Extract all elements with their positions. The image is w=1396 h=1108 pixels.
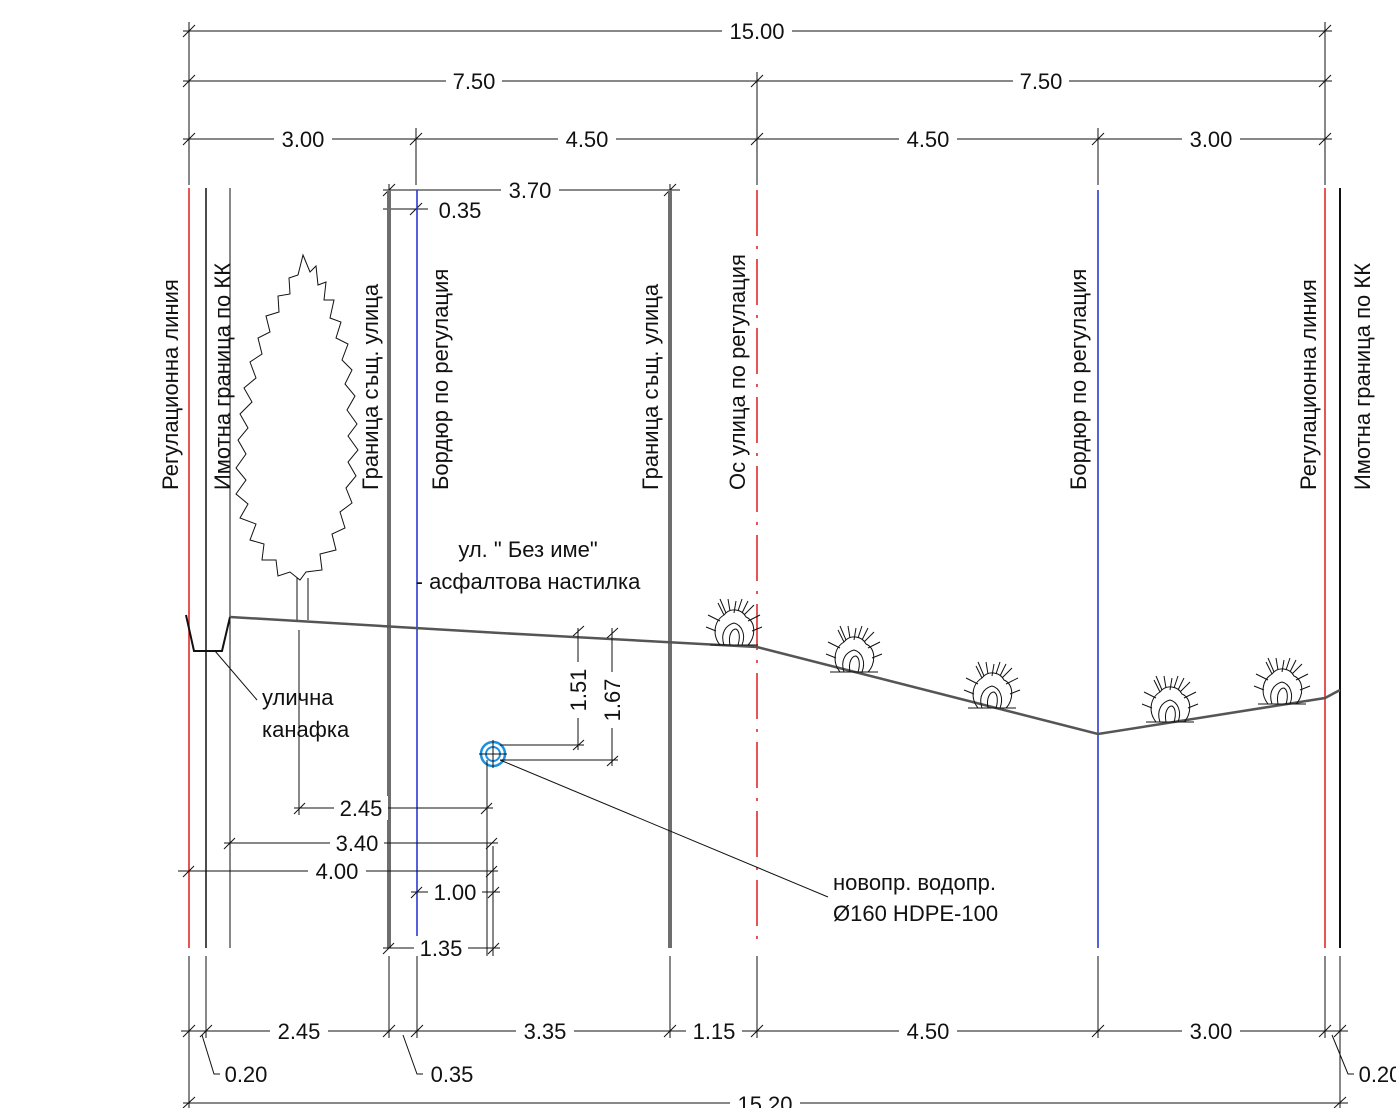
dim-bottom-e: 3.00 [1190,1019,1233,1044]
dim-bottom-d: 4.50 [907,1019,950,1044]
dim-half-right: 7.50 [1020,69,1063,94]
street-note: ул. " Без име" - асфалтова настилка [416,537,641,594]
ground-profile [185,614,1341,736]
shrub-icon [825,625,883,673]
label-street-axis: Ос улица по регулация [725,254,750,490]
shrub-icon [1141,675,1199,723]
dim-total-top: 15.00 [729,19,784,44]
dim-sidewalk-right: 3.00 [1190,127,1233,152]
dim-bottom-small-mid: 0.35 [431,1062,474,1087]
gutter-note: улична канафка [262,685,350,742]
label-regulation-line-right: Регулационна линия [1296,279,1321,490]
dim-pipe-from-property: 3.40 [336,831,379,856]
dim-sidewalk-left: 3.00 [282,127,325,152]
dim-total-bottom: 15.20 [737,1092,792,1108]
bottom-dimensions [181,956,1354,1108]
gutter-leader [214,650,258,701]
label-existing-boundary-right: Граница същ. улица [638,283,663,490]
dim-bottom-a: 2.45 [278,1019,321,1044]
dim-existing-street-width: 3.70 [509,178,552,203]
dim-pipe-from-regulation: 4.00 [316,859,359,884]
bottom-dimension-texts: 2.45 3.35 1.15 4.50 3.00 0.20 0.35 0.20 … [225,1018,1396,1108]
vertical-labels: Регулационна линия Имотна граница по КК … [158,254,1375,490]
dim-bottom-small-right: 0.20 [1359,1062,1396,1087]
pavement-note: - асфалтова настилка [416,569,641,594]
label-property-boundary-right: Имотна граница по КК [1350,263,1375,490]
reference-lines [188,188,1341,948]
dim-pipe-from-tree: 2.45 [340,796,383,821]
dim-pipe-depth-b: 1.67 [600,679,625,722]
pipe-horizontal-texts: 2.45 3.40 4.00 1.00 1.35 [308,796,482,961]
dim-road-left: 4.50 [566,127,609,152]
dim-bottom-b: 3.35 [524,1019,567,1044]
top-dimension-texts: 15.00 7.50 7.50 3.00 4.50 4.50 3.00 3.70… [274,18,1240,223]
shrubs [705,598,1311,723]
dim-existing-offset: 0.35 [439,198,482,223]
dim-half-left: 7.50 [453,69,496,94]
pipe-note-line2: Ø160 HDPE-100 [833,901,998,926]
pipe-horizontal-dimensions [178,630,500,956]
dim-pipe-depth-a: 1.51 [566,669,591,712]
terrain-line [229,615,1341,736]
label-curb-left: Бордюр по регулация [428,269,453,490]
gutter-note-line2: канафка [262,717,350,742]
gutter [185,614,231,652]
dim-pipe-from-existing: 1.35 [420,936,463,961]
dim-pipe-from-curb: 1.00 [434,880,477,905]
pipe-note-line1: новопр. водопр. [833,870,996,895]
top-dimensions [182,22,1332,216]
tree-icon [235,253,359,620]
pipe-section-icon [479,740,507,768]
shrub-icon [705,598,763,646]
label-property-boundary-left: Имотна граница по КК [210,263,235,490]
dim-bottom-c: 1.15 [693,1019,736,1044]
pipe-leader [499,759,829,898]
street-name: ул. " Без име" [458,537,597,562]
label-curb-right: Бордюр по регулация [1066,269,1091,490]
label-existing-boundary-left: Граница същ. улица [358,283,383,490]
dim-bottom-small-left: 0.20 [225,1062,268,1087]
pipe-note: новопр. водопр. Ø160 HDPE-100 [833,870,998,926]
gutter-note-line1: улична [262,685,334,710]
label-regulation-line-left: Регулационна линия [158,279,183,490]
pipe-depth-texts: 1.51 1.67 [566,662,625,728]
pipe-depth-dimensions [500,625,619,767]
shrub-icon [1253,657,1311,705]
dim-road-right: 4.50 [907,127,950,152]
